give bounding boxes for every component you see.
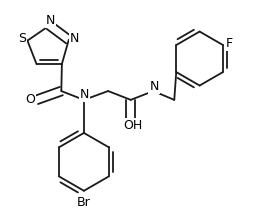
Text: N: N [46,14,55,27]
Text: N: N [150,80,159,93]
Text: OH: OH [123,119,143,132]
Text: N: N [70,32,80,45]
Text: F: F [226,37,233,50]
Text: Br: Br [77,196,91,209]
Text: S: S [18,32,26,45]
Text: N: N [80,88,89,101]
Text: O: O [26,93,36,106]
